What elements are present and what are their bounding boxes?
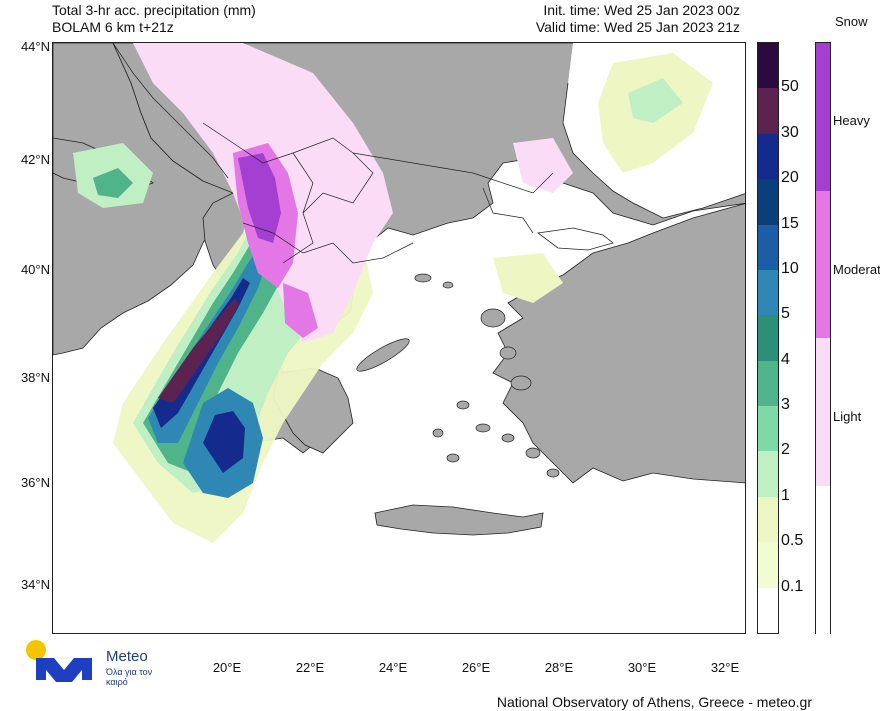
precip-colorbar-label: 2	[781, 441, 790, 459]
land-crete	[374, 504, 544, 536]
snow-colorbar-segment	[816, 190, 830, 339]
snow-field	[133, 43, 573, 343]
coast-dalmatia	[112, 43, 229, 179]
snow-colorbar-segment	[816, 338, 830, 486]
precip-colorbar-segment	[758, 88, 778, 135]
precip-colorbar-label: 3	[781, 396, 790, 414]
snow-colorbar	[815, 42, 831, 634]
marmara	[536, 227, 614, 251]
black-sea-coast	[562, 82, 745, 219]
precip-colorbar-label: 4	[781, 350, 790, 368]
precip-colorbar-segment	[758, 179, 778, 226]
lat-label-44: 44°N	[20, 39, 50, 54]
lat-label-34: 34°N	[20, 577, 50, 592]
lat-label-42: 42°N	[20, 152, 50, 167]
precip-colorbar	[757, 42, 779, 634]
precip-colorbar-label: 20	[781, 169, 799, 187]
precip-colorbar-label: 50	[781, 78, 799, 96]
precip-colorbar-segment	[758, 43, 778, 89]
precipitation-map	[52, 42, 746, 634]
snow-colorbar-segment	[816, 43, 830, 191]
land-turkey	[492, 203, 745, 484]
init-time: Init. time: Wed 25 Jan 2023 00z	[543, 2, 740, 18]
lon-label-32: 32°E	[710, 660, 740, 675]
precip-colorbar-segment	[758, 406, 778, 452]
snow-label-heavy: Heavy	[833, 113, 870, 128]
footer-credit: National Observatory of Athens, Greece -…	[496, 694, 812, 710]
map-canvas	[53, 43, 745, 543]
precip-colorbar-segment	[758, 542, 778, 589]
lat-label-38: 38°N	[20, 370, 50, 385]
lon-label-20: 20°E	[212, 660, 242, 675]
precip-colorbar-segment	[758, 224, 778, 271]
lat-label-40: 40°N	[20, 262, 50, 277]
precip-colorbar-segment	[758, 269, 778, 316]
lat-label-36: 36°N	[20, 475, 50, 490]
lon-label-28: 28°E	[544, 660, 574, 675]
snow-legend-title: Snow	[835, 14, 868, 29]
precip-colorbar-segment	[758, 360, 778, 407]
lon-label-24: 24°E	[378, 660, 408, 675]
precip-colorbar-segment	[758, 496, 778, 543]
sun-logo-icon	[26, 640, 92, 682]
precip-colorbar-segment	[758, 451, 778, 498]
snow-colorbar-segment	[816, 485, 830, 634]
precip-colorbar-segment	[758, 315, 778, 362]
precip-colorbar-label: 10	[781, 259, 799, 277]
precip-colorbar-label: 1	[781, 486, 790, 504]
lon-label-26: 26°E	[461, 660, 491, 675]
lon-label-22: 22°E	[295, 660, 325, 675]
precip-colorbar-label: 0.1	[781, 577, 804, 595]
lon-label-30: 30°E	[627, 660, 657, 675]
country-borders	[202, 122, 554, 264]
snow-label-light: Light	[833, 409, 862, 424]
chart-title: Total 3-hr acc. precipitation (mm)	[52, 2, 256, 18]
precip-colorbar-label: 0.5	[781, 532, 804, 550]
aegean-islands	[356, 273, 560, 478]
precip-colorbar-segment	[758, 587, 778, 634]
precip-colorbar-label: 5	[781, 305, 790, 323]
model-label: BOLAM 6 km t+21z	[52, 19, 174, 35]
precip-colorbar-label: 30	[781, 123, 799, 141]
precip-colorbar-label: 15	[781, 214, 799, 232]
snow-label-moderate: Moderate	[833, 262, 880, 277]
logo-tagline: Όλα για τον καιρό	[106, 667, 153, 687]
valid-time: Valid time: Wed 25 Jan 2023 21z	[535, 19, 740, 35]
logo-name: Meteo	[106, 648, 148, 665]
precip-colorbar-segment	[758, 133, 778, 180]
